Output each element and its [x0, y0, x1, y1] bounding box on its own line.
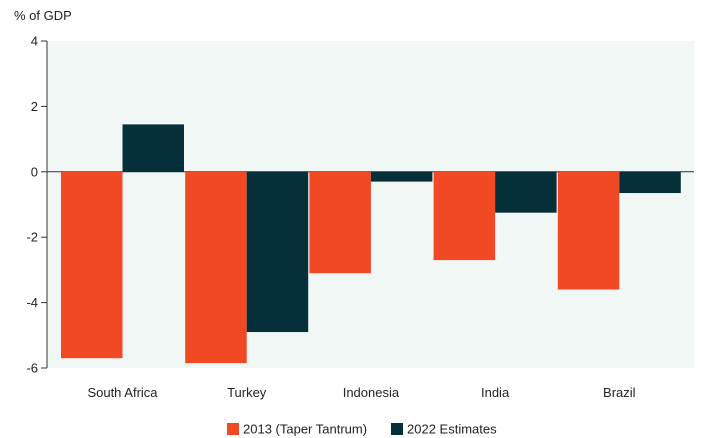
x-category-label: Turkey — [227, 385, 267, 400]
y-tick-label: -6 — [26, 361, 38, 376]
bar-series2-turkey — [246, 171, 309, 333]
legend-label: 2022 Estimates — [407, 422, 497, 437]
bar-series1-indonesia — [309, 171, 371, 274]
bar-series1-turkey — [185, 171, 247, 364]
bar-series1-south-africa — [61, 171, 123, 359]
x-category-label: India — [481, 385, 510, 400]
x-category-label: Brazil — [603, 385, 636, 400]
bar-series2-brazil — [619, 171, 681, 194]
bar-series2-indonesia — [370, 171, 433, 182]
y-tick-label: 0 — [31, 164, 38, 179]
bar-series1-brazil — [557, 171, 620, 290]
legend-swatch — [391, 423, 403, 435]
y-tick-label: 2 — [31, 99, 38, 114]
bars — [61, 124, 681, 364]
y-tick-label: 4 — [31, 34, 38, 49]
legend: 2013 (Taper Tantrum) 2022 Estimates — [227, 422, 497, 437]
x-axis-labels: South Africa Turkey Indonesia India Brazil — [87, 385, 635, 400]
bar-series1-india — [433, 171, 496, 261]
y-tick-label: -2 — [26, 230, 38, 245]
x-category-label: South Africa — [87, 385, 158, 400]
y-axis-unit-label: % of GDP — [14, 8, 72, 23]
legend-swatch — [227, 423, 239, 435]
bar-series2-south-africa — [122, 124, 184, 172]
x-category-label: Indonesia — [343, 385, 400, 400]
y-tick-label: -4 — [26, 295, 38, 310]
legend-label: 2013 (Taper Tantrum) — [243, 422, 367, 437]
y-axis: 4 2 0 -2 -4 -6 — [26, 34, 48, 376]
bar-series2-india — [495, 171, 557, 213]
